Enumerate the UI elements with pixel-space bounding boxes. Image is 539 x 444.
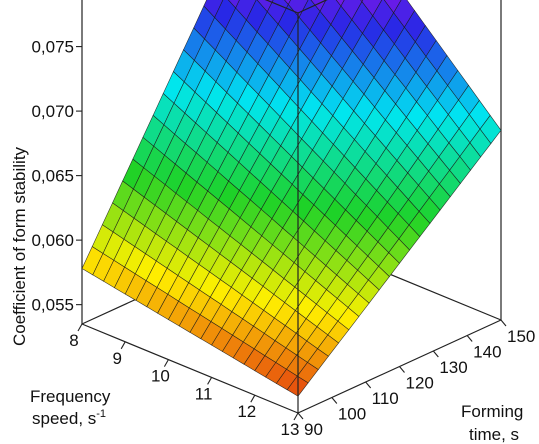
x-tick-label: 10 bbox=[151, 367, 170, 386]
x-tick-mark bbox=[250, 394, 256, 403]
y-tick-label: 140 bbox=[473, 343, 501, 362]
x-tick-mark bbox=[293, 412, 299, 421]
x-axis-label-sup: -1 bbox=[96, 408, 106, 420]
y-axis-label-line2: time, s bbox=[469, 425, 519, 444]
y-tick-label: 120 bbox=[406, 374, 434, 393]
y-tick-mark bbox=[432, 350, 439, 358]
y-tick-label: 150 bbox=[507, 327, 535, 346]
x-axis-label-line1: Frequency bbox=[30, 387, 111, 406]
z-tick-label: 0,065 bbox=[31, 167, 74, 186]
z-tick-label: 0,075 bbox=[31, 38, 74, 57]
y-tick-mark bbox=[466, 335, 473, 342]
y-tick-mark bbox=[500, 319, 507, 327]
y-axis-label: Forming time, s bbox=[461, 402, 528, 444]
x-axis-label-line2: speed, s bbox=[32, 409, 96, 428]
x-tick-label: 9 bbox=[112, 349, 121, 368]
x-tick-mark bbox=[163, 359, 169, 367]
x-axis-label: Frequency speed, s-1 bbox=[30, 387, 115, 428]
box-edge-front-bottom-left bbox=[81, 323, 299, 414]
y-tick-label: 90 bbox=[304, 420, 323, 439]
y-tick-label: 130 bbox=[439, 358, 467, 377]
y-axis-label-line1: Forming bbox=[461, 402, 523, 421]
y-tick-mark bbox=[399, 366, 405, 373]
z-axis-label: Coefficient of form stability bbox=[10, 146, 29, 346]
z-tick-label: 0,055 bbox=[31, 296, 74, 315]
y-tick-mark bbox=[365, 381, 372, 389]
x-tick-mark bbox=[120, 341, 126, 350]
x-tick-mark bbox=[207, 377, 213, 385]
surface-mesh bbox=[81, 0, 502, 397]
x-tick-label: 12 bbox=[237, 402, 256, 421]
z-tick-label: 0,070 bbox=[31, 102, 74, 121]
z-tick-label: 0,060 bbox=[31, 231, 74, 250]
x-tick-label: 13 bbox=[281, 420, 300, 439]
y-tick-label: 100 bbox=[338, 405, 366, 424]
y-tick-mark bbox=[331, 397, 338, 404]
x-tick-label: 11 bbox=[195, 384, 213, 403]
axes: 0,0550,0600,0650,0700,0750,0808910111213… bbox=[31, 38, 535, 439]
y-tick-mark bbox=[297, 412, 304, 420]
y-tick-label: 110 bbox=[372, 389, 399, 408]
x-tick-label: 8 bbox=[69, 331, 78, 350]
x-tick-mark bbox=[77, 323, 83, 332]
